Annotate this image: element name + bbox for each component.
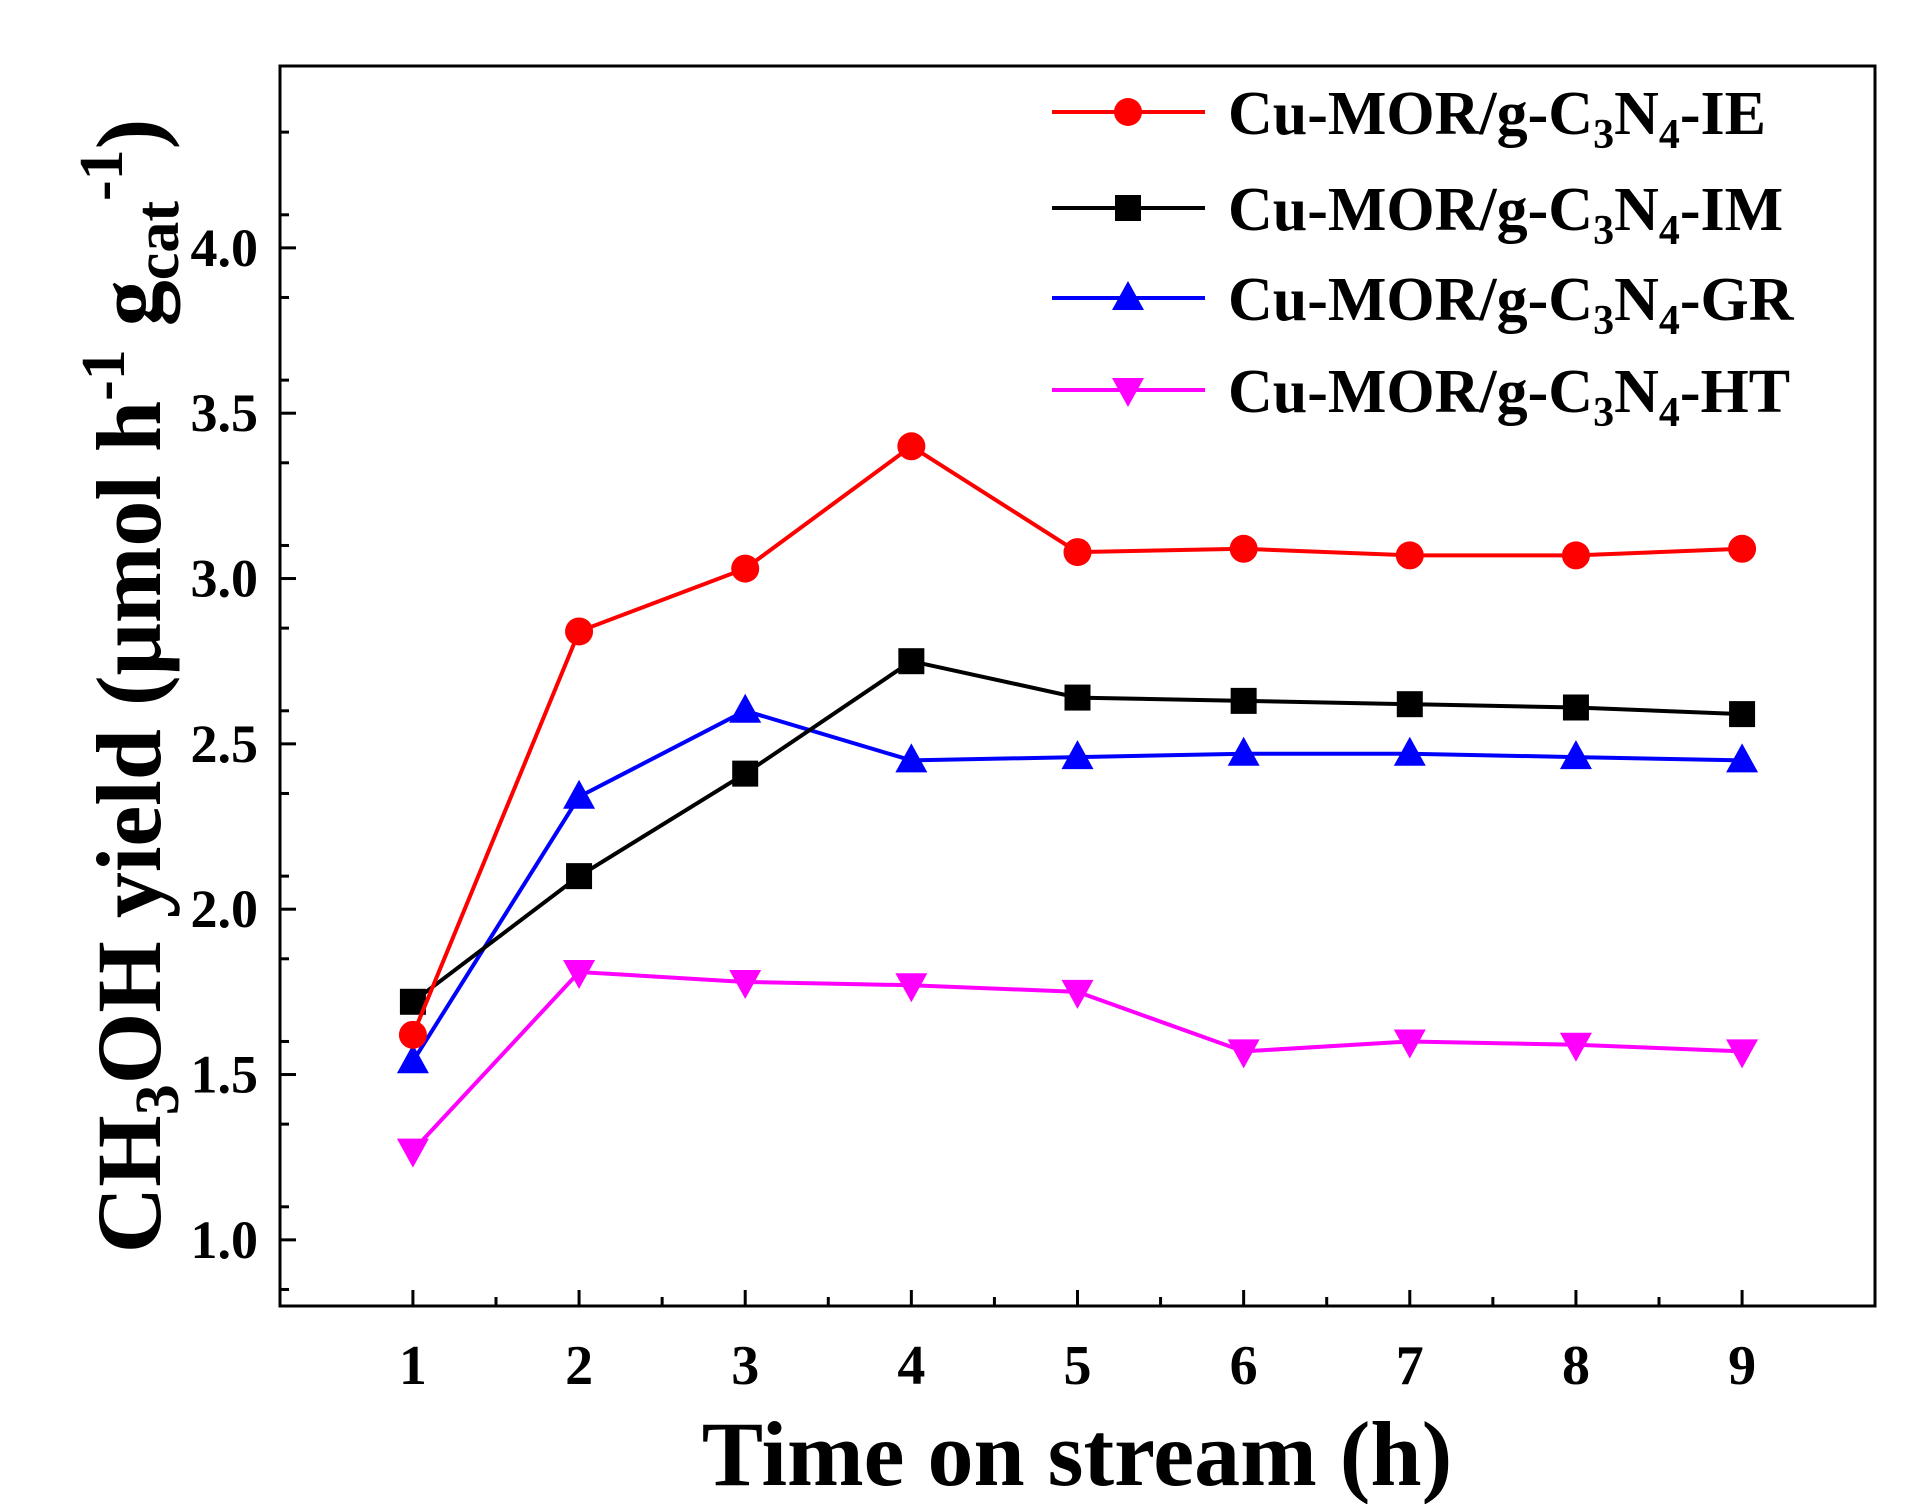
data-point <box>895 973 928 1003</box>
legend-label: Cu-MOR/g-C3N4-GR <box>1228 266 1795 344</box>
y-axis-label: CH3OH yield (μmol h-1 gcat-1) <box>68 119 192 1254</box>
data-point <box>1729 701 1756 728</box>
y-tick-label: 1.0 <box>191 1210 259 1270</box>
data-point <box>563 960 596 990</box>
data-point <box>1227 1039 1260 1069</box>
data-point <box>566 863 593 890</box>
data-point <box>1559 740 1592 770</box>
data-point <box>1064 684 1091 711</box>
data-point <box>1230 687 1257 714</box>
legend-marker <box>1112 281 1144 310</box>
legend-label: Cu-MOR/g-C3N4-HT <box>1228 358 1790 436</box>
x-tick-label: 2 <box>565 1335 593 1397</box>
series-layer <box>396 432 1759 1168</box>
x-tick-label: 5 <box>1064 1335 1092 1397</box>
x-tick-label: 8 <box>1562 1335 1590 1397</box>
data-point <box>398 1020 427 1049</box>
data-point <box>1393 1029 1426 1059</box>
legend-item: Cu-MOR/g-C3N4-IM <box>1052 176 1783 254</box>
y-tick-label: 3.0 <box>191 549 259 609</box>
legend-marker <box>1112 378 1144 407</box>
data-point <box>1061 979 1094 1009</box>
legend-marker <box>1115 195 1141 221</box>
data-point <box>731 554 760 583</box>
data-point <box>898 648 925 675</box>
series-Cu-MOR/g-C3N4-GR <box>396 693 1759 1074</box>
data-point <box>729 969 762 999</box>
data-point <box>396 1044 429 1074</box>
data-point <box>1559 1032 1592 1062</box>
data-point <box>1395 541 1424 570</box>
data-point <box>563 779 596 809</box>
y-tick-label: 4.0 <box>191 218 259 278</box>
x-tick-label: 7 <box>1396 1335 1424 1397</box>
x-tick-label: 3 <box>731 1335 759 1397</box>
data-point <box>895 743 928 773</box>
data-point <box>1396 691 1423 718</box>
y-tick-label: 3.5 <box>191 383 259 443</box>
data-point <box>1561 541 1590 570</box>
y-axis-ticks: 1.0 1.5 2.0 2.5 3.0 3.5 4.0 <box>191 130 296 1291</box>
y-tick-label: 2.5 <box>191 714 259 774</box>
data-point <box>1726 743 1759 773</box>
data-point <box>732 760 759 787</box>
series-Cu-MOR/g-C3N4-IM <box>399 648 1756 1015</box>
data-point <box>1227 736 1260 766</box>
data-point <box>1562 694 1589 721</box>
data-point <box>1393 736 1426 766</box>
x-tick-label: 4 <box>897 1335 925 1397</box>
legend-label: Cu-MOR/g-C3N4-IM <box>1228 176 1783 254</box>
data-point <box>1061 740 1094 770</box>
y-tick-label: 2.0 <box>191 879 259 939</box>
series-Cu-MOR/g-C3N4-HT <box>396 960 1759 1168</box>
data-point <box>1728 534 1757 563</box>
legend-label: Cu-MOR/g-C3N4-IE <box>1228 80 1766 158</box>
legend: Cu-MOR/g-C3N4-IE Cu-MOR/g-C3N4-IM Cu-MOR/g… <box>1052 80 1795 436</box>
x-tick-label: 1 <box>399 1335 427 1397</box>
data-point <box>396 1138 429 1168</box>
legend-item: Cu-MOR/g-C3N4-IE <box>1052 80 1766 158</box>
data-point <box>565 617 594 646</box>
legend-item: Cu-MOR/g-C3N4-HT <box>1052 358 1790 436</box>
x-tick-label: 6 <box>1230 1335 1258 1397</box>
x-tick-label: 9 <box>1728 1335 1756 1397</box>
data-point <box>1063 538 1092 567</box>
series-Cu-MOR/g-C3N4-IE <box>398 432 1757 1049</box>
data-point <box>729 693 762 723</box>
y-tick-label: 1.5 <box>191 1045 259 1105</box>
legend-marker <box>1114 98 1142 126</box>
data-point <box>1229 534 1258 563</box>
x-axis-label: Time on stream (h) <box>702 1403 1452 1504</box>
data-point <box>897 432 926 461</box>
legend-item: Cu-MOR/g-C3N4-GR <box>1052 266 1795 344</box>
data-point <box>1726 1039 1759 1069</box>
x-axis-ticks: 1 2 3 4 5 6 7 8 9 <box>399 1290 1756 1397</box>
